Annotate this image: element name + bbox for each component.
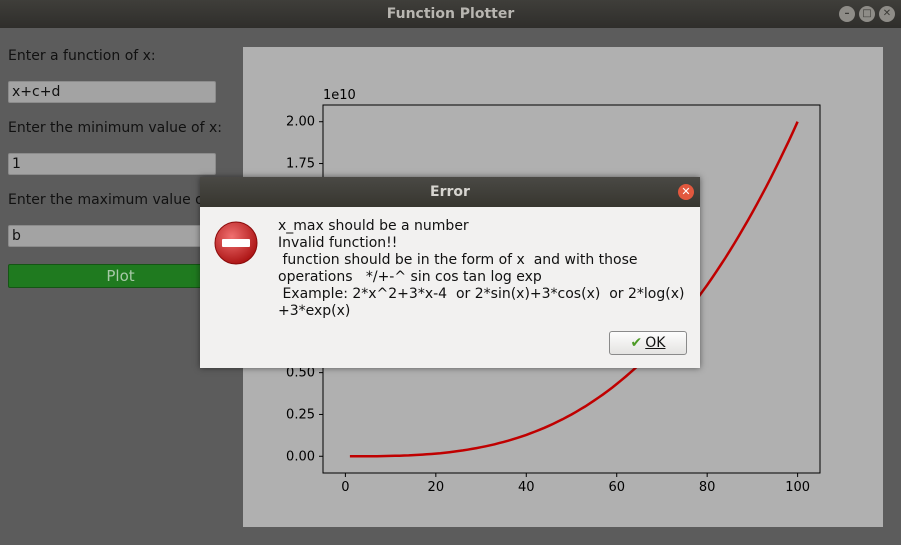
dialog-title: Error bbox=[430, 184, 470, 200]
message-line: Invalid function!! bbox=[278, 235, 398, 251]
close-icon[interactable]: ✕ bbox=[879, 6, 895, 22]
minimize-icon[interactable]: – bbox=[839, 6, 855, 22]
max-input[interactable]: b bbox=[8, 225, 216, 247]
y-tick-label: 0.25 bbox=[286, 407, 315, 422]
dialog-body: x_max should be a number Invalid functio… bbox=[200, 207, 700, 368]
y-tick-label: 0.50 bbox=[286, 366, 315, 381]
message-line: x_max should be a number bbox=[278, 218, 469, 234]
x-tick-label: 60 bbox=[608, 480, 625, 495]
x-tick-label: 20 bbox=[428, 480, 445, 495]
ok-label: OK bbox=[645, 335, 666, 351]
min-input[interactable]: 1 bbox=[8, 153, 216, 175]
message-line: operations */+-^ sin cos tan log exp bbox=[278, 269, 542, 285]
checkmark-icon: ✔ bbox=[630, 335, 643, 351]
ok-button[interactable]: ✔ OK bbox=[609, 331, 687, 355]
dialog-close-icon[interactable]: ✕ bbox=[678, 184, 694, 200]
y-tick-label: 1.75 bbox=[286, 157, 315, 172]
y-tick-label: 0.00 bbox=[286, 449, 315, 464]
window-title: Function Plotter bbox=[386, 6, 515, 22]
y-tick-label: 2.00 bbox=[286, 115, 315, 130]
y-offset-label: 1e10 bbox=[323, 88, 356, 103]
message-line: Example: 2*x^2+3*x-4 or 2*sin(x)+3*cos(x… bbox=[278, 286, 685, 302]
function-input[interactable]: x+c+d bbox=[8, 81, 216, 103]
window-titlebar: Function Plotter – □ ✕ bbox=[0, 0, 901, 28]
message-line: function should be in the form of x and … bbox=[278, 252, 638, 268]
maximize-icon[interactable]: □ bbox=[859, 6, 875, 22]
x-tick-label: 0 bbox=[341, 480, 349, 495]
dialog-message: x_max should be a number Invalid functio… bbox=[278, 218, 685, 320]
function-label: Enter a function of x: bbox=[8, 48, 156, 64]
min-label: Enter the minimum value of x: bbox=[8, 120, 222, 136]
error-icon bbox=[214, 221, 258, 265]
x-tick-label: 40 bbox=[518, 480, 535, 495]
series-line bbox=[349, 121, 799, 458]
x-tick-label: 100 bbox=[785, 480, 810, 495]
max-label: Enter the maximum value of bbox=[8, 192, 209, 208]
message-line: +3*exp(x) bbox=[278, 303, 351, 319]
error-dialog: Error ✕ x_max should be a number Invalid… bbox=[200, 177, 700, 368]
x-tick-label: 80 bbox=[699, 480, 716, 495]
dialog-titlebar: Error ✕ bbox=[200, 177, 700, 207]
